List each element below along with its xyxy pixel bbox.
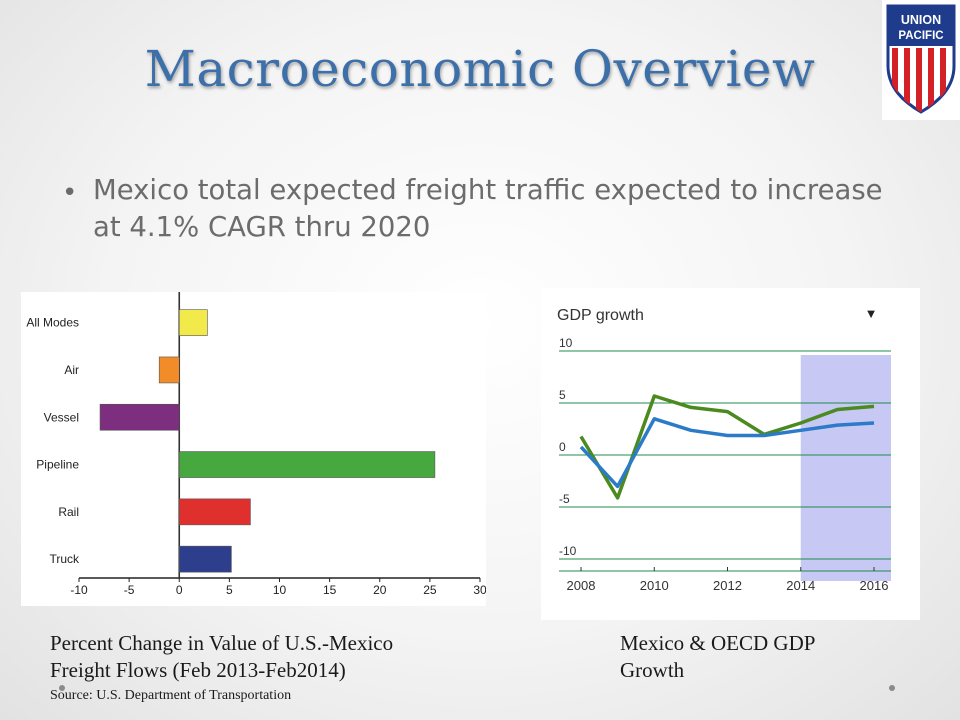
- x-tick-label: 30: [473, 583, 486, 597]
- caption-freight: Percent Change in Value of U.S.-Mexico F…: [50, 630, 393, 684]
- bullet-dot-icon: •: [62, 178, 78, 208]
- logo-text-union: UNION: [901, 13, 941, 27]
- category-label: All Modes: [26, 316, 79, 330]
- caption-freight-line2: Freight Flows (Feb 2013-Feb2014): [50, 658, 346, 682]
- y-tick-label: 0: [559, 440, 566, 454]
- corner-dot-left: [59, 685, 65, 691]
- y-tick-label: -10: [559, 544, 577, 558]
- x-tick-label: 2008: [567, 578, 596, 593]
- category-label: Pipeline: [36, 458, 79, 472]
- y-tick-label: -5: [559, 492, 570, 506]
- x-tick-label: 2014: [786, 578, 815, 593]
- caption-gdp-line1: Mexico & OECD GDP: [620, 631, 816, 655]
- bar-air: [158, 356, 180, 384]
- x-tick-label: 10: [273, 583, 287, 597]
- series-line-2: [579, 417, 875, 489]
- caption-freight-line1: Percent Change in Value of U.S.-Mexico: [50, 631, 394, 655]
- x-tick-label: 25: [423, 583, 437, 597]
- x-tick-label: 5: [226, 583, 233, 597]
- x-tick-label: -10: [70, 583, 88, 597]
- bullet-text: Mexico total expected freight traffic ex…: [93, 174, 883, 243]
- caption-gdp: Mexico & OECD GDP Growth: [620, 630, 815, 684]
- y-tick-label: 5: [559, 388, 566, 402]
- x-tick-label: 20: [373, 583, 387, 597]
- bar-vessel: [99, 403, 180, 431]
- category-label: Rail: [58, 505, 79, 519]
- source-note: Source: U.S. Department of Transportatio…: [50, 688, 292, 703]
- bar-rail: [178, 498, 251, 526]
- gdp-line-chart: GDP growth ▼ 10 5 0 -5 -10 2008 2010 2012 2014 2016: [557, 306, 891, 593]
- union-pacific-logo: UNION PACIFIC: [882, 0, 960, 120]
- x-tick-label: 2016: [860, 578, 889, 593]
- category-label: Truck: [49, 552, 80, 566]
- freight-bar-chart: All Modes Air Vessel Pipeline Rail Truck -10 -5…: [26, 292, 487, 597]
- dropdown-arrow-icon: ▼: [865, 306, 878, 321]
- x-tick-label: -5: [124, 583, 135, 597]
- bar-all-modes: [178, 309, 208, 336]
- x-tick-label: 2012: [713, 578, 742, 593]
- bar-pipeline: [178, 451, 436, 478]
- gdp-chart-panel: GDP growth ▼ 10 5 0 -5 -10 2008 2010 2012 2014 2016: [541, 288, 920, 620]
- slide-title: Macroeconomic Overview: [144, 40, 816, 98]
- category-label: Air: [64, 363, 79, 377]
- caption-gdp-line2: Growth: [620, 658, 685, 682]
- logo-text-pacific: PACIFIC: [898, 30, 943, 42]
- x-tick-label: 15: [323, 583, 337, 597]
- corner-dot-right: [889, 685, 895, 691]
- forecast-shaded-region: [800, 355, 891, 581]
- bar-truck: [178, 545, 232, 573]
- union-pacific-shield-icon: UNION PACIFIC: [886, 4, 956, 114]
- y-tick-label: 10: [559, 336, 573, 350]
- x-tick-label: 0: [176, 583, 183, 597]
- gdp-chart-title: GDP growth: [557, 307, 644, 324]
- freight-bar-chart-panel: All Modes Air Vessel Pipeline Rail Truck -10 -5…: [21, 292, 487, 606]
- category-label: Vessel: [44, 410, 79, 424]
- x-tick-label: 2010: [640, 578, 669, 593]
